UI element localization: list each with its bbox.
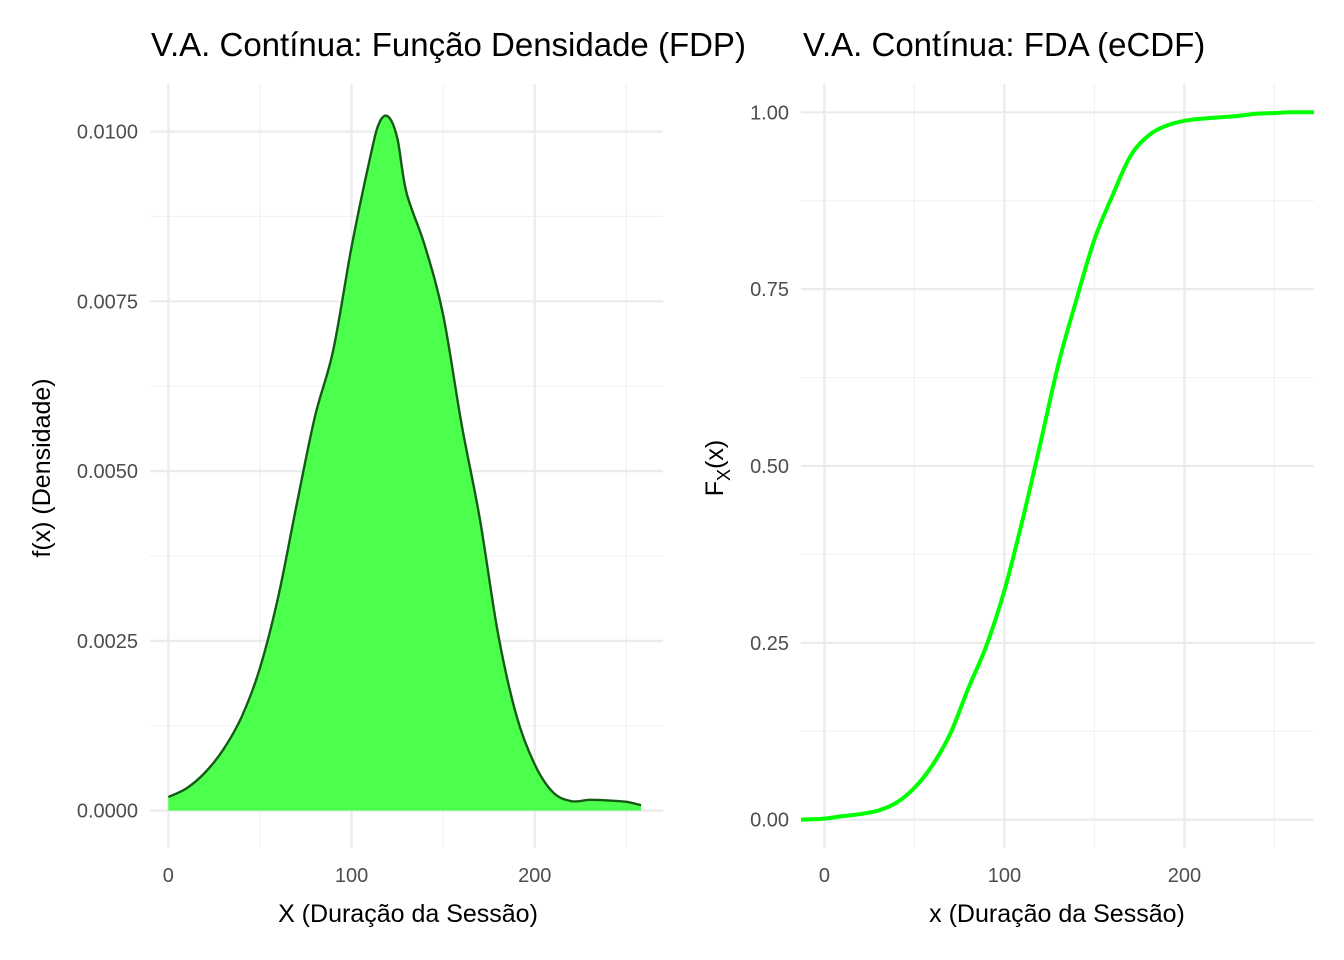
y-tick-label: 0.0100 <box>77 122 138 144</box>
y-tick-label: 0.0050 <box>77 461 138 483</box>
y-tick-label: 0.50 <box>750 456 789 478</box>
ecdf-x-ticks: 0 100 200 <box>819 865 1201 887</box>
x-tick-label: 200 <box>518 865 551 887</box>
y-tick-label: 0.25 <box>750 633 789 655</box>
x-tick-label: 0 <box>819 865 830 887</box>
density-chart-title: V.A. Contínua: Função Densidade (FDP) <box>151 26 746 63</box>
ecdf-y-axis-title-main: F <box>701 481 729 496</box>
density-curve <box>167 114 642 807</box>
x-tick-label: 200 <box>1168 865 1201 887</box>
density-y-axis-title: f(x) (Densidade) <box>28 378 56 557</box>
y-tick-label: 0.0025 <box>77 631 138 653</box>
ecdf-x-axis-title: x (Duração da Sessão) <box>929 900 1185 928</box>
density-x-ticks: 0 100 200 <box>163 865 552 887</box>
density-panel: 0.0000 0.0025 0.0050 0.0075 0.0100 0 100 200 V… <box>28 26 746 928</box>
ecdf-major-grid <box>801 84 1314 848</box>
y-tick-label: 1.00 <box>750 102 789 124</box>
ecdf-y-axis-title-tail: (x) <box>701 440 729 469</box>
x-tick-label: 100 <box>335 865 368 887</box>
density-x-axis-title: X (Duração da Sessão) <box>278 900 538 928</box>
density-y-ticks: 0.0000 0.0025 0.0050 0.0075 0.0100 <box>77 122 138 823</box>
x-tick-label: 0 <box>163 865 174 887</box>
ecdf-line <box>800 110 1315 822</box>
x-tick-label: 100 <box>988 865 1021 887</box>
ecdf-chart-title: V.A. Contínua: FDA (eCDF) <box>803 26 1205 63</box>
ecdf-y-ticks: 0.00 0.25 0.50 0.75 1.00 <box>750 102 789 831</box>
ecdf-y-axis-title-sub: X <box>714 469 734 481</box>
ecdf-panel: 0.00 0.25 0.50 0.75 1.00 0 100 200 V.A. Contín… <box>701 26 1315 928</box>
y-tick-label: 0.0075 <box>77 291 138 313</box>
y-tick-label: 0.00 <box>750 810 789 832</box>
y-tick-label: 0.0000 <box>77 801 138 823</box>
density-area <box>168 115 642 811</box>
ecdf-y-axis-title: FX(x) <box>701 440 734 496</box>
y-tick-label: 0.75 <box>750 279 789 301</box>
